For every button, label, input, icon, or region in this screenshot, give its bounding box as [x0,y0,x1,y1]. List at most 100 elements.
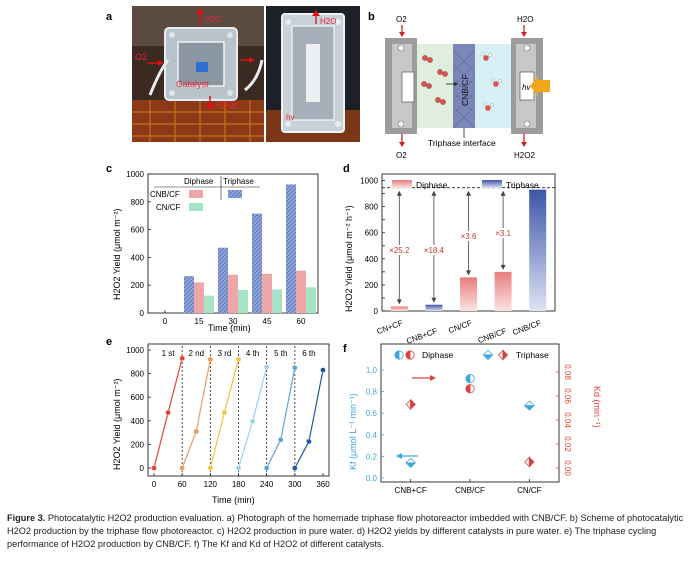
e-cycle-point-4-2 [292,364,298,371]
d-ann-arrowhead-bottom-1 [431,297,437,303]
c-legend-swatch-cnbcf-triphase [228,190,242,198]
panel-c: c 0 200 400 600 800 1000 0 15 30 45 60 H2O2 Yield… [106,163,319,333]
e-cycle-point-2-1 [221,409,228,416]
scheme-h2o-top: H2O [517,15,533,24]
d-yticks: 0 200 400 600 800 1000 [360,177,385,316]
d-ann-label-1: ×18.4 [424,246,445,255]
e-cycle-line-1 [181,359,211,469]
d-ann-bg-1 [420,245,447,255]
c-bar-0-1 [184,276,194,313]
c-ytick-label-2: 400 [131,253,145,262]
f-legend-marker-triphase-kf-top-half [482,349,494,356]
photo-label-o2: O2 [135,52,147,62]
d-ann-arrowhead-top-3 [500,190,506,196]
f-legend-marker-triphase-kd-right-half [502,349,509,361]
panel-label-f: f [343,343,347,355]
e-cycle-line-3 [237,366,268,469]
e-cycle-point-1-2 [207,356,214,363]
f-ylabel-left: Kf (μmol L⁻¹ min⁻¹) [348,393,358,470]
d-legend-swatch-triphase [482,180,502,188]
f-point-3-2-right-half [528,456,535,468]
f-yticks: 0.0 0.2 0.4 0.6 0.8 1.0 0.00 0.02 0.04 0.06 0.08 [366,364,572,483]
d-ytick-label-4: 400 [365,255,379,264]
c-xtick-label-1: 15 [195,317,204,326]
f-legend-marker-diphase-kf-left-half [394,350,400,360]
caption-lead: Figure 3. [7,513,46,523]
e-xticks: 0 60 120 180 240 300 360 [152,346,330,489]
e-ylabel: H2O2 Yield (μmol m⁻²) [112,379,122,470]
c-xtick-label-2: 30 [229,317,238,326]
d-bar-4 [529,189,547,311]
e-cycle-point-5-2 [320,367,326,373]
f-legend-marker-triphase-kf-bottom-half [482,354,494,361]
f-xtick-label-0: CNB+CF [395,486,427,495]
scheme-o2-molecules [421,55,448,105]
d-ann-label-3: ×3.1 [495,229,511,238]
c-legend-swatch-cnbcf-diphase [189,190,203,198]
e-xtick-label-3: 180 [232,480,246,489]
panel-label-b: b [368,11,375,23]
e-cycle-label-4: 5 th [274,349,287,358]
e-xtick-label-4: 240 [260,480,274,489]
c-ytick-label-1: 200 [131,281,145,290]
e-cycle-label-0: 1 st [162,349,176,358]
e-cycles: 1 st 2 nd 3 rd 4 th 5 th 6 th [151,349,326,471]
f-point-3-2-left-half [524,456,530,468]
e-cycle-line-4 [266,367,296,469]
panel-label-c: c [106,163,112,175]
f-xticks: CNB+CF CNB/CF CN/CF [395,479,542,495]
c-bar-2-2 [238,290,248,313]
f-legend-diphase: Diphase [422,350,453,360]
caption-text: Photocatalytic H2O2 production evaluatio… [7,513,684,549]
f-legend-triphase: Triphase [516,350,549,360]
c-yticks: 0 200 400 600 800 1000 [126,170,151,318]
f-point-3-0-left-half [405,398,412,410]
e-ytick-label-4: 800 [131,370,145,379]
d-xtick-label-0: CN+CF [376,318,404,336]
c-bar-2-3 [272,289,282,313]
f-legend-marker-triphase-kd-left-half [497,349,504,361]
photo-label-h2o-top: H2O [205,15,221,24]
f-legend: Diphase Triphase [422,350,549,360]
photo-right-label-hv: hv [286,113,294,122]
c-xtick-label-3: 45 [263,317,272,326]
e-cycle-line-5 [294,369,324,469]
d-xtick-label-3: CNB/CF [477,326,508,345]
f-point-0-1-right-half [469,374,475,384]
f-legend-marker-diphase-kf-right-half [398,350,404,360]
e-cycle-label-3: 4 th [246,349,259,358]
c-bar-1-3 [262,273,272,313]
d-ann-arrowhead-top-2 [466,190,471,196]
f-xtick-label-1: CNB/CF [455,486,485,495]
e-cycle-point-5-1 [306,438,312,445]
c-xlabel: Time (min) [208,323,251,333]
f-point-2-1-right-half [469,384,475,394]
e-cycle-point-4-0 [263,465,270,471]
f-ytick-left-label-1: 0.2 [366,452,378,461]
c-legend-row-cnbcf: CNB/CF [150,190,180,199]
e-cycle-point-5-0 [292,465,298,471]
panel-label-e: e [106,336,112,348]
d-xtick-label-2: CN/CF [447,318,473,335]
e-ytick-label-2: 400 [131,417,145,426]
photo-label-catalyst: Catalyst [176,79,209,89]
c-bar-0-4 [286,184,296,313]
scheme-interface-label: Triphase interface [428,138,496,148]
f-ytick-left-label-5: 1.0 [366,366,378,375]
c-ylabel: H2O2 Yield (μmol m⁻²) [112,209,122,300]
f-legend-marker-diphase-kd-right-half [409,350,415,360]
f-ytick-left-label-4: 0.8 [366,388,378,397]
f-ytick-right-label-3: 0.06 [563,388,572,404]
f-ytick-left-label-3: 0.6 [366,409,378,418]
e-cycle-point-2-0 [207,465,214,471]
scheme-cnb-label: CNB/CF [460,74,470,106]
e-ytick-label-1: 200 [131,440,145,449]
d-bar-0 [390,306,408,311]
c-bar-1-2 [228,274,238,313]
f-point-1-0-top-half [405,457,417,464]
e-cycle-label-2: 3 rd [218,349,232,358]
f-point-3-0-right-half [410,398,416,410]
catalyst-square [196,62,208,72]
c-legend-swatch-cncf-diphase [189,203,203,211]
